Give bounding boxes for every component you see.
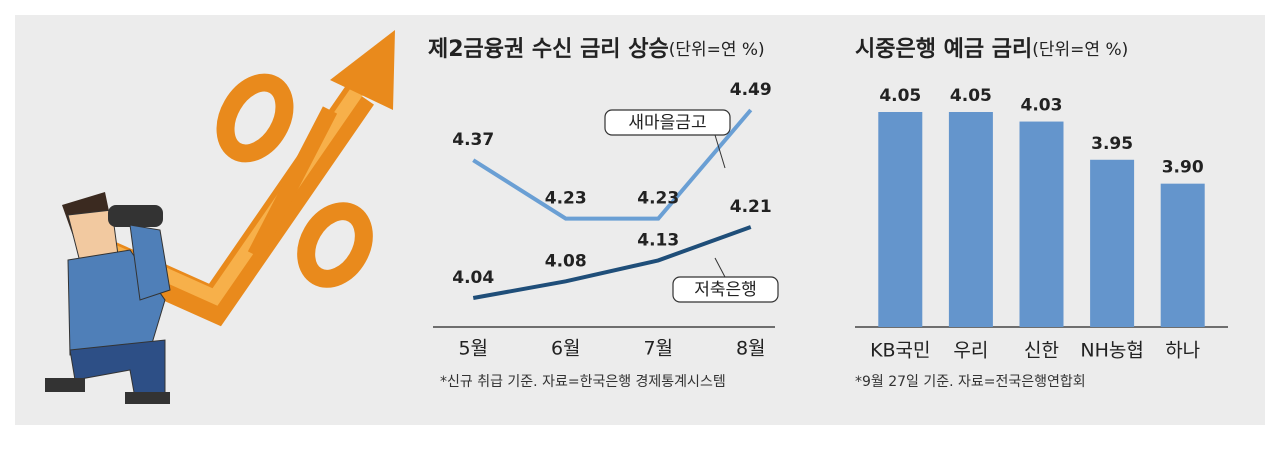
chart-title: 제2금융권 수신 금리 상승(단위=연 %)	[428, 37, 765, 62]
x-tick-label: NH농협	[1080, 340, 1143, 362]
percent-circle	[216, 73, 294, 163]
chart-title: 시중은행 예금 금리(단위=연 %)	[855, 37, 1128, 62]
bar	[1160, 183, 1205, 327]
legend-label: 저축은행	[694, 280, 757, 300]
percent-slash	[247, 106, 338, 259]
man-shoe	[45, 378, 85, 392]
binoculars	[108, 205, 163, 227]
unit-text: (단위=연 %)	[1032, 40, 1128, 60]
legend-leader	[714, 134, 726, 169]
x-tick-label: 6월	[551, 338, 581, 360]
source-note: *신규 취급 기준. 자료=한국은행 경제통계시스템	[440, 374, 726, 390]
line-series	[472, 225, 752, 300]
legend-box	[672, 276, 779, 303]
data-label: 4.05	[950, 86, 992, 106]
x-tick-label: 신한	[1024, 340, 1059, 362]
arrow-head	[330, 30, 395, 110]
x-tick-label: 7월	[643, 338, 673, 360]
bar	[878, 112, 923, 327]
data-label: 4.05	[879, 86, 921, 106]
data-label: 4.03	[1021, 96, 1063, 116]
title-text: 시중은행 예금 금리	[855, 37, 1032, 62]
data-label: 4.23	[545, 189, 587, 209]
unit-text: (단위=연 %)	[669, 40, 765, 60]
x-tick-label: 8월	[736, 338, 766, 360]
man-arm	[129, 224, 171, 301]
bar	[948, 112, 993, 327]
title-text: 제2금융권 수신 금리 상승	[428, 37, 669, 62]
x-tick-label: KB국민	[870, 340, 930, 362]
legend-leader	[714, 257, 726, 278]
illustration	[45, 30, 395, 404]
x-tick-label: 5월	[458, 338, 488, 360]
man-shoe	[125, 392, 170, 404]
legend-label: 새마을금고	[628, 113, 706, 133]
data-label: 4.04	[452, 268, 494, 288]
line-series	[472, 108, 753, 221]
data-label: 4.08	[545, 251, 587, 271]
data-label: 4.49	[730, 80, 772, 100]
percent-circle	[297, 202, 373, 288]
data-label: 4.21	[730, 197, 772, 217]
data-label: 4.13	[637, 230, 679, 250]
source-note: *9월 27일 기준. 자료=전국은행연합회	[855, 374, 1086, 390]
data-label: 4.23	[637, 189, 679, 209]
bar	[1019, 121, 1064, 327]
x-tick-label: 우리	[953, 340, 988, 362]
bar	[1090, 159, 1135, 327]
x-tick-label: 하나	[1165, 340, 1200, 362]
data-label: 3.90	[1162, 158, 1204, 178]
data-label: 3.95	[1091, 134, 1133, 154]
data-label: 4.37	[452, 130, 494, 150]
legend-box	[604, 109, 731, 136]
